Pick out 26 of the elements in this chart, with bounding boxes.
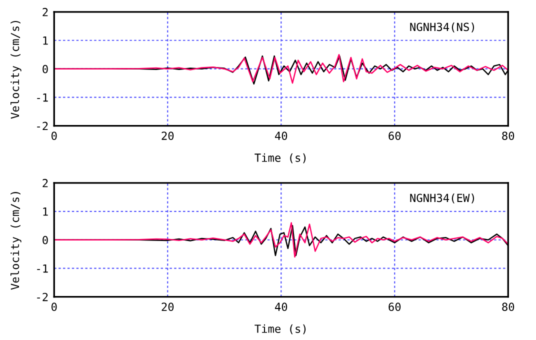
x-tick-label: 20: [162, 132, 174, 140]
annotation: NGNH34(EW): [410, 194, 474, 204]
x-tick-label: 60: [388, 132, 401, 140]
x-tick-label: 40: [274, 302, 288, 312]
x-axis-title: Time (s): [254, 153, 306, 164]
y-tick-label: 1: [43, 36, 48, 45]
y-tick-label: 2: [42, 178, 48, 188]
x-tick-label: 20: [162, 302, 174, 312]
x-tick-label: 60: [388, 302, 401, 312]
y-tick-label: -1: [37, 93, 48, 102]
y-axis-title: Velocity (cm/s): [10, 192, 22, 290]
y-tick-label: 0: [42, 236, 48, 244]
x-axis-title: Time (s): [254, 324, 306, 334]
annotation: NGNH34(NS): [410, 22, 474, 32]
y-tick-label: 0: [42, 64, 48, 74]
y-tick-label: -1: [37, 264, 48, 273]
y-tick-label: -2: [37, 292, 48, 302]
x-tick-label: 0: [52, 302, 57, 312]
y-tick-label: 2: [42, 8, 48, 16]
x-tick-label: 40: [274, 132, 288, 140]
y-axis-title: Velocity (cm/s): [10, 20, 22, 119]
x-tick-label: 0: [52, 132, 57, 140]
x-tick-label: 80: [502, 132, 514, 140]
y-tick-label: 1: [43, 208, 48, 216]
x-tick-label: 80: [502, 302, 514, 312]
y-tick-label: -2: [37, 122, 48, 130]
